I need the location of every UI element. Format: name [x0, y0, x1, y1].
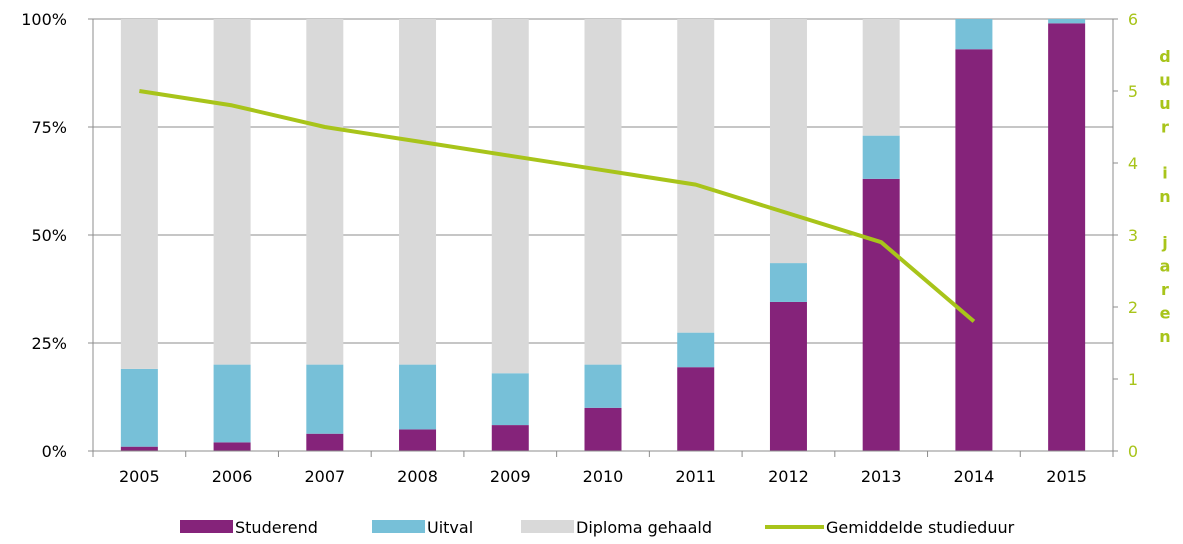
bar-studerend-2012	[769, 301, 807, 451]
right-tick-label: 0	[1128, 442, 1138, 461]
bar-studerend-2013	[862, 178, 900, 451]
axes	[88, 18, 1118, 457]
bar-diploma-gehaald-2011	[677, 19, 715, 333]
bars	[120, 19, 1086, 452]
legend-diploma-gehaald-label: Diploma gehaald	[576, 518, 712, 537]
bar-uitval-2015	[1048, 19, 1086, 24]
bar-diploma-gehaald-2009	[491, 19, 529, 374]
x-tick-label: 2008	[397, 467, 438, 486]
x-axis-ticks: 2005 2006 2007 2008 2009 2010 2011 2012 2013 2014…	[119, 467, 1087, 486]
right-axis-ticks: 0 1 2 3 4 5 6	[1128, 10, 1138, 461]
bar-diploma-gehaald-2013	[862, 19, 900, 136]
bar-uitval-2012	[769, 263, 807, 302]
x-tick-label: 2009	[490, 467, 531, 486]
x-tick-label: 2014	[954, 467, 995, 486]
x-tick-label: 2015	[1046, 467, 1087, 486]
bar-uitval-2005	[120, 368, 158, 447]
bar-studerend-2009	[491, 425, 529, 451]
left-tick-label: 50%	[31, 226, 67, 245]
bar-studerend-2005	[120, 446, 158, 451]
right-tick-label: 5	[1128, 82, 1138, 101]
legend-gemiddelde-studieduur-label: Gemiddelde studieduur	[826, 518, 1015, 537]
x-tick-label: 2011	[675, 467, 716, 486]
left-axis-ticks: 0% 25% 50% 75% 100%	[21, 10, 67, 461]
bar-diploma-gehaald-2012	[769, 19, 807, 264]
bar-uitval-2014	[955, 19, 993, 50]
legend-diploma-gehaald-swatch	[521, 520, 574, 533]
bar-studerend-2015	[1048, 23, 1086, 451]
right-tick-label: 2	[1128, 298, 1138, 317]
legend: Studerend Uitval Diploma gehaald Gemiddelde…	[180, 518, 1015, 537]
x-tick-label: 2010	[583, 467, 624, 486]
legend-uitval-swatch	[372, 520, 425, 533]
bar-diploma-gehaald-2007	[306, 19, 344, 365]
left-tick-label: 25%	[31, 334, 67, 353]
bar-studerend-2006	[213, 442, 251, 451]
bar-uitval-2011	[677, 332, 715, 368]
right-tick-label: 3	[1128, 226, 1138, 245]
bar-uitval-2010	[584, 364, 622, 408]
left-tick-label: 0%	[42, 442, 67, 461]
x-tick-label: 2005	[119, 467, 160, 486]
left-tick-label: 75%	[31, 118, 67, 137]
bar-studerend-2011	[677, 367, 715, 451]
bar-diploma-gehaald-2006	[213, 19, 251, 365]
right-tick-label: 4	[1128, 154, 1138, 173]
bar-studerend-2008	[399, 429, 437, 451]
bar-diploma-gehaald-2005	[120, 19, 158, 369]
bar-uitval-2006	[213, 364, 251, 443]
x-tick-label: 2006	[212, 467, 253, 486]
bar-diploma-gehaald-2010	[584, 19, 622, 365]
bar-uitval-2013	[862, 135, 900, 179]
bar-uitval-2008	[399, 364, 437, 430]
line-series	[139, 89, 976, 323]
legend-uitval-label: Uitval	[427, 518, 473, 537]
bar-uitval-2007	[306, 364, 344, 434]
bar-diploma-gehaald-2008	[399, 19, 437, 365]
bar-studerend-2010	[584, 407, 622, 451]
legend-studerend-label: Studerend	[235, 518, 318, 537]
x-tick-label: 2007	[304, 467, 345, 486]
line-gemiddelde-studieduur	[139, 89, 976, 323]
bar-uitval-2009	[491, 373, 529, 426]
left-tick-label: 100%	[21, 10, 67, 29]
right-tick-label: 1	[1128, 370, 1138, 389]
bar-studerend-2014	[955, 49, 993, 452]
x-tick-label: 2012	[768, 467, 809, 486]
bar-studerend-2007	[306, 433, 344, 451]
legend-studerend-swatch	[180, 520, 233, 533]
right-tick-label: 6	[1128, 10, 1138, 29]
x-tick-label: 2013	[861, 467, 902, 486]
